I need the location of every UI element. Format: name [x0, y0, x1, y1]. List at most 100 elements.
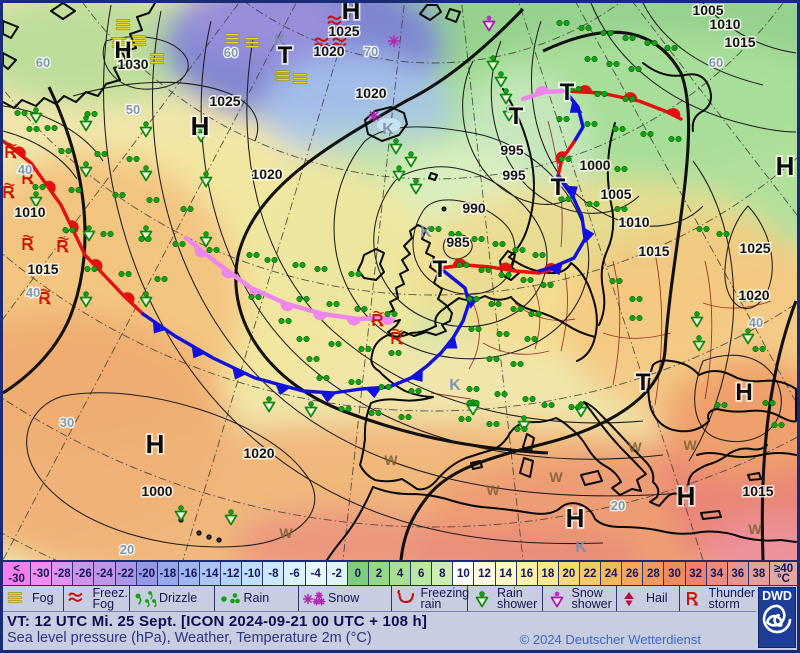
rain-symbol: [584, 55, 598, 63]
rain-symbol: [478, 266, 492, 274]
rain-symbol: [112, 191, 126, 199]
rain-symbol: [138, 235, 152, 243]
scale-cell: 12: [474, 562, 496, 585]
rain-symbol: [26, 125, 40, 133]
rain-symbol: [58, 147, 72, 155]
rain-symbol: [586, 160, 600, 168]
scale-cell: 0: [347, 562, 369, 585]
isobars-bold: [3, 7, 797, 560]
isobars: [3, 3, 797, 548]
caption-area: VT: 12 UTC Mi. 25 Sept. [ICON 2024-09-21…: [3, 612, 797, 650]
pressure-label: 1020: [251, 166, 282, 182]
rain-symbol: [466, 385, 480, 393]
cold-air-label: K: [420, 224, 432, 241]
rain-symbol: [180, 205, 194, 213]
warm-air-label: W: [748, 521, 762, 537]
copyright-text: © 2024 Deutscher Wetterdienst: [519, 632, 701, 647]
coastlines: [3, 3, 797, 560]
rain-symbol: [384, 310, 398, 318]
weather-legend: Fog Freez. Fog Drizzle Rain Snow Freezing rai…: [3, 586, 756, 612]
rain-icon: [220, 592, 240, 603]
legend-item-snow-shower: Snow shower: [543, 586, 617, 611]
rain-symbol: [32, 183, 46, 191]
snow-icon: [303, 591, 326, 605]
rain-symbol: [578, 24, 592, 32]
low-center-label: T: [278, 42, 293, 69]
pressure-label: 1015: [724, 34, 755, 50]
rain-symbol: [600, 29, 614, 37]
rain-symbol: [488, 300, 502, 308]
rain-symbol: [584, 120, 598, 128]
pressure-label: 1025: [209, 93, 240, 109]
shower-symbol: [82, 225, 96, 242]
scale-cell: -4: [305, 562, 327, 585]
pressure-label: 1010: [618, 214, 649, 230]
rain-symbol: [522, 395, 536, 403]
rain-symbol: [94, 150, 108, 158]
fog-symbol: [244, 37, 260, 49]
shower-symbol: [224, 509, 238, 526]
high-center-label: H: [342, 3, 361, 25]
rain-symbol: [172, 240, 186, 248]
rain-symbol: [206, 246, 220, 254]
rain-symbol: [338, 405, 352, 413]
scale-cell: 18: [537, 562, 559, 585]
shower-symbol: [199, 231, 213, 248]
scale-cell: 24: [601, 562, 623, 585]
graticule-label: 50: [126, 102, 140, 117]
fog-symbol: [149, 53, 165, 65]
shower-symbol: [389, 138, 403, 155]
fog-symbol: [292, 73, 308, 85]
graticule-label: 60: [709, 55, 723, 70]
warm-air-label: W: [628, 439, 642, 455]
warm-air-label: W: [486, 482, 500, 498]
warm-air-label: W: [279, 525, 293, 541]
thunder-symbol: [5, 142, 17, 159]
parameters-line: Sea level pressure (hPa), Weather, Tempe…: [7, 630, 372, 646]
scale-cell: 22: [579, 562, 602, 585]
rain-symbol: [296, 335, 310, 343]
legend-label: Fog: [32, 591, 54, 606]
shower-symbol: [139, 165, 153, 182]
country-borders: [430, 120, 772, 406]
scale-cell: -10: [242, 562, 264, 585]
graticule-label: 20: [611, 498, 625, 513]
rain-symbol: [609, 277, 623, 285]
pressure-label: 1010: [709, 16, 740, 32]
shower-symbol: [499, 88, 513, 105]
rain-symbol: [606, 60, 620, 68]
cold-front: [141, 266, 479, 403]
pressure-label: 1025: [739, 240, 770, 256]
pressure-label: 1015: [742, 483, 773, 499]
rain-symbol: [486, 420, 500, 428]
cold-front: [537, 174, 595, 276]
scale-cell: -2: [326, 562, 348, 585]
shower-symbol: [79, 291, 93, 308]
fog-symbol: [111, 37, 127, 49]
rain-symbol: [714, 401, 728, 409]
rain-symbol: [716, 230, 730, 238]
scale-cell: 28: [643, 562, 665, 585]
scale-cell: -18: [157, 562, 179, 585]
graticule-label: 40: [749, 315, 763, 330]
shower-symbol: [304, 401, 318, 418]
rain-symbol: [468, 325, 482, 333]
graticule-label: 40: [26, 285, 40, 300]
fog-symbol: [115, 19, 131, 31]
snow-shower-symbol: [482, 15, 496, 32]
rain-symbol: [664, 44, 678, 52]
shower-symbol: [502, 105, 516, 122]
legend-label: Thunder storm: [708, 586, 756, 611]
pressure-label: 995: [500, 142, 524, 158]
rain-symbol: [471, 235, 485, 243]
warm-air-label: W: [384, 452, 398, 468]
shower-symbol: [29, 191, 43, 208]
temperature-scale: < -30 -30 -28 -26 -24 -22 -20 -18 -16 -14 -12 -10 -8-…: [3, 562, 797, 586]
rain-symbol: [644, 39, 658, 47]
rain-symbol: [586, 200, 600, 208]
pressure-label: 995: [502, 167, 526, 183]
rain-symbol: [328, 340, 342, 348]
temperature-field-blobs: [3, 3, 797, 560]
shower-symbol: [139, 121, 153, 138]
rain-symbol: [408, 387, 422, 395]
